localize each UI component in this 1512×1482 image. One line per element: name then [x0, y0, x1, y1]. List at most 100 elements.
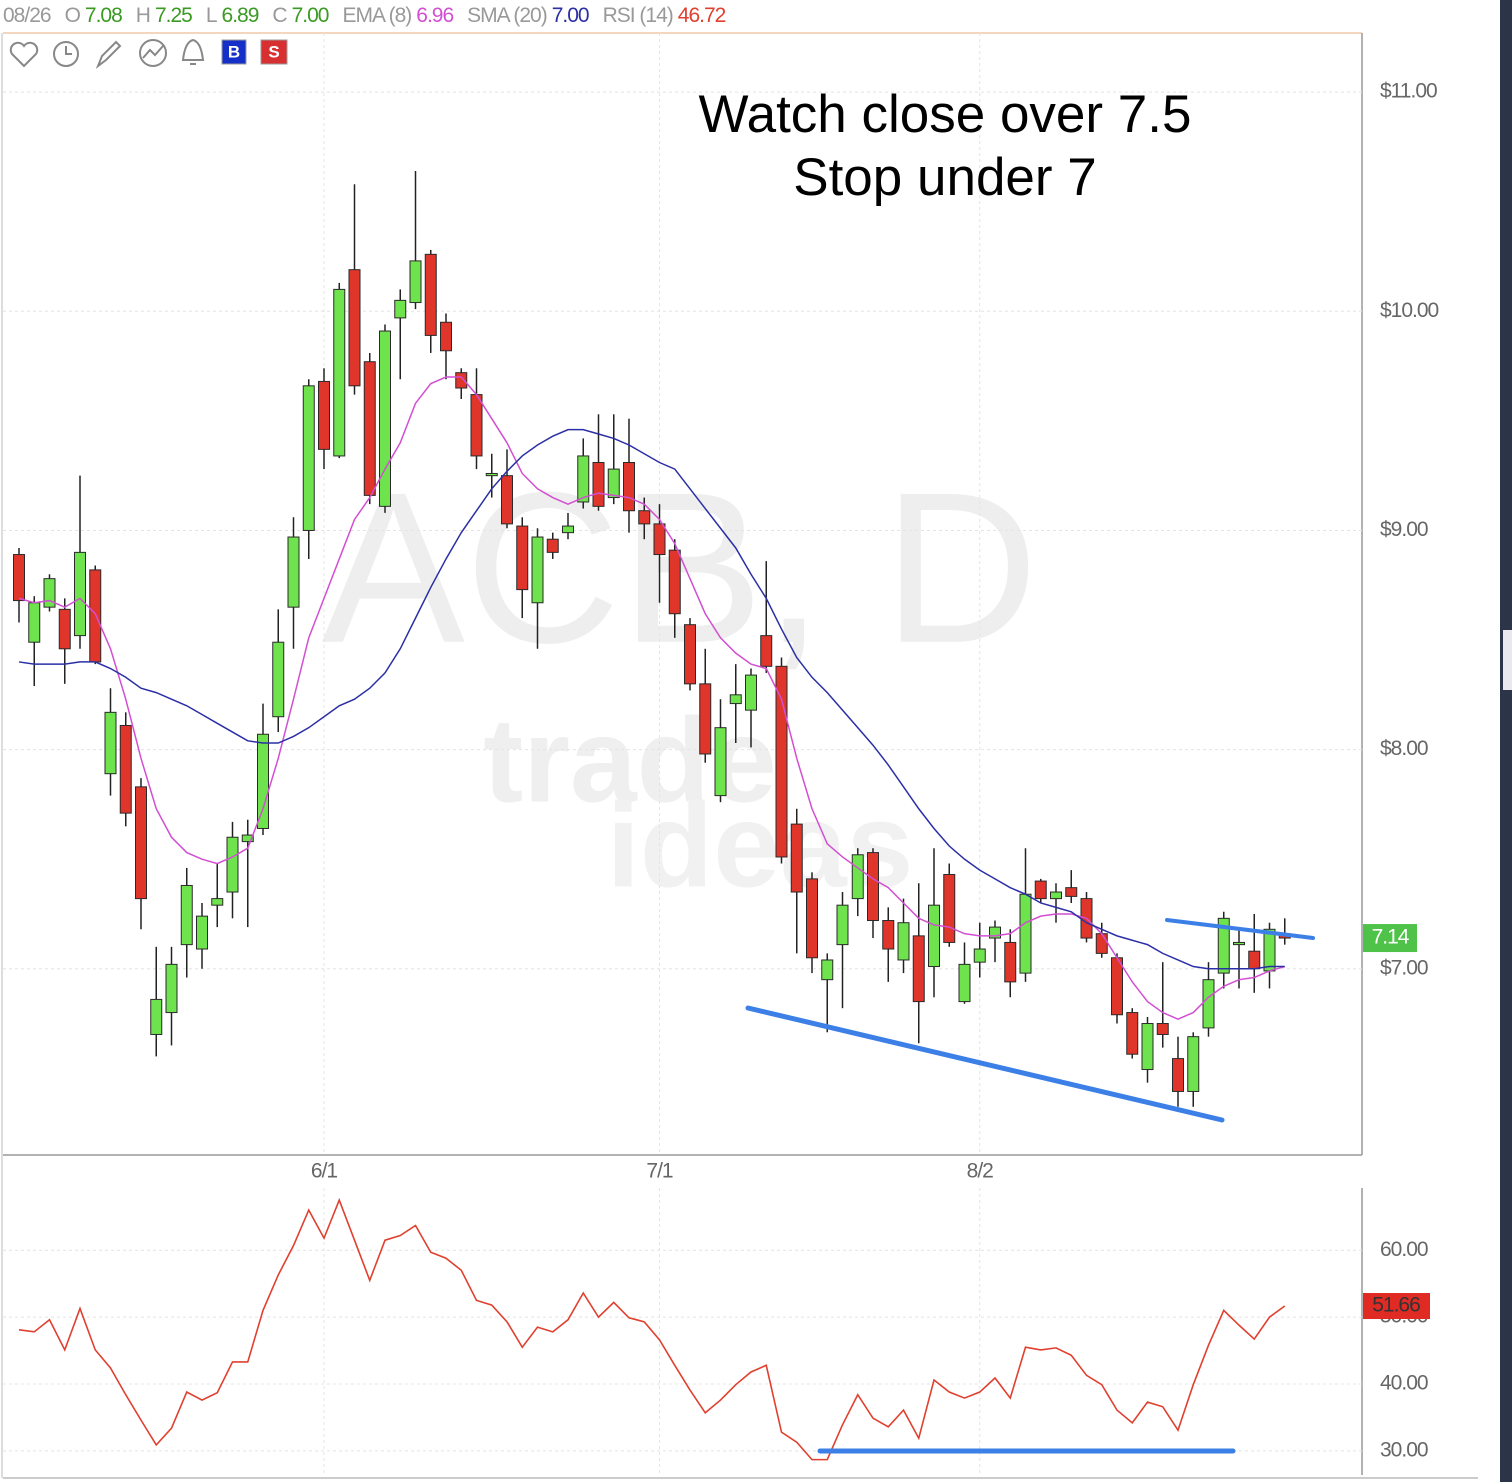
- candle-body: [424, 253, 437, 336]
- candle-body: [1202, 979, 1215, 1029]
- candle-body: [684, 624, 696, 685]
- candle-body: [836, 904, 849, 946]
- indicator-line: [142, 45, 164, 59]
- x-tick-label: 6/1: [311, 1160, 338, 1183]
- header-value: 46.72: [677, 4, 727, 27]
- candle-body: [989, 926, 1001, 939]
- candle-body: [1111, 957, 1123, 1016]
- watermark-brand: trade: [483, 694, 776, 828]
- candle-body: [1065, 887, 1078, 897]
- candle-body: [272, 641, 285, 718]
- y-tick-label: 40.00: [1380, 1372, 1428, 1395]
- candle-body: [43, 578, 56, 608]
- ohlc-header: 08/26 O 7.08 H 7.25 L 6.89 C 7.00 EMA (8) 6.96 SMA …: [3, 4, 739, 28]
- clock-icon[interactable]: [53, 41, 79, 67]
- candle-body: [394, 299, 407, 319]
- header-date: 08/26: [3, 4, 52, 27]
- candle-body: [1172, 1058, 1184, 1092]
- candle-body: [851, 854, 864, 900]
- candle-body: [1126, 1012, 1139, 1055]
- candle-body: [74, 551, 86, 637]
- y-tick-label: 30.00: [1380, 1438, 1428, 1461]
- sell-label[interactable]: S: [268, 42, 279, 61]
- candle-body: [302, 385, 315, 531]
- header-value: 7.00: [291, 4, 330, 27]
- candle-body: [912, 935, 925, 1003]
- alert-icon[interactable]: [181, 38, 205, 65]
- candle-body: [943, 874, 956, 943]
- y-tick-label: $8.00: [1380, 737, 1428, 760]
- indicator-line: [18, 376, 1285, 1020]
- candle-body: [257, 733, 269, 829]
- rsi-tag-label: 51.66: [1372, 1294, 1420, 1317]
- x-tick-label: 7/1: [646, 1160, 673, 1183]
- candle-body: [1156, 1023, 1169, 1035]
- candle-body: [1019, 893, 1032, 974]
- header-value: 7.00: [551, 4, 590, 27]
- candle-body: [516, 525, 529, 591]
- candle-body: [882, 920, 895, 950]
- scroll-thumb: [1503, 630, 1512, 690]
- candle-body: [379, 330, 391, 507]
- plot-layer: $7.00 $8.00 $9.00 $10.00 $11.00 6/1 7/1 8/2 7.14…: [3, 33, 1440, 1475]
- candle-body: [1034, 880, 1047, 900]
- rsi-tag: [1363, 1293, 1430, 1320]
- annotation: Stop under 7: [793, 148, 1097, 207]
- candle-body: [226, 836, 239, 893]
- candle-body: [287, 536, 300, 608]
- candle-body: [1004, 941, 1017, 983]
- header-value: 7.25: [154, 4, 193, 27]
- candle-body: [699, 683, 712, 755]
- y-tick-label: $10.00: [1380, 299, 1439, 322]
- candle-body: [1141, 1023, 1154, 1071]
- candle-body: [135, 786, 147, 900]
- x-tick-label: 8/2: [967, 1160, 994, 1183]
- candle-body: [1233, 941, 1245, 946]
- header-label: L: [205, 4, 218, 27]
- watchlist-icon[interactable]: [9, 41, 39, 68]
- candle-body: [409, 260, 422, 304]
- y-tick-label: $9.00: [1380, 518, 1428, 541]
- candle-body: [546, 538, 559, 553]
- indicator-line: [18, 428, 1285, 970]
- candle-body: [501, 475, 513, 525]
- candle-body: [806, 878, 818, 959]
- header-value: 6.89: [221, 4, 260, 27]
- candle-body: [150, 998, 163, 1035]
- candle-body: [119, 724, 132, 814]
- candle-body: [745, 674, 757, 711]
- candle-body: [592, 462, 605, 507]
- candle-body: [363, 361, 376, 496]
- candle-body: [211, 898, 224, 906]
- candle-body: [790, 823, 803, 893]
- candle-body: [318, 380, 330, 450]
- y-tick-label: $11.00: [1380, 80, 1437, 103]
- candle-body: [13, 554, 25, 602]
- buy-button[interactable]: [221, 39, 247, 65]
- candle-body: [241, 834, 254, 843]
- candle-body: [638, 510, 651, 525]
- annotation: Watch close over 7.5: [699, 85, 1192, 144]
- clock-hands: [65, 46, 72, 55]
- candle-body: [531, 536, 544, 604]
- candle-body: [714, 727, 727, 797]
- candle-body: [333, 288, 346, 457]
- toolbar: [9, 38, 288, 69]
- candle-body: [165, 963, 178, 1014]
- candle-body: [928, 904, 940, 968]
- support-trendline: [745, 1005, 1225, 1123]
- candle-body: [104, 711, 117, 775]
- candle-body: [440, 321, 452, 352]
- candle-body: [729, 694, 742, 705]
- draw-icon[interactable]: [95, 40, 122, 69]
- sell-button[interactable]: [260, 39, 288, 65]
- candle-body: [1187, 1036, 1200, 1092]
- candle-body: [348, 269, 361, 387]
- y-tick-label: 60.00: [1380, 1238, 1428, 1261]
- buy-label[interactable]: B: [228, 42, 240, 61]
- candle-body: [196, 915, 208, 950]
- candle-body: [485, 472, 498, 477]
- indicator-icon[interactable]: [139, 39, 167, 67]
- candle-body: [973, 948, 986, 963]
